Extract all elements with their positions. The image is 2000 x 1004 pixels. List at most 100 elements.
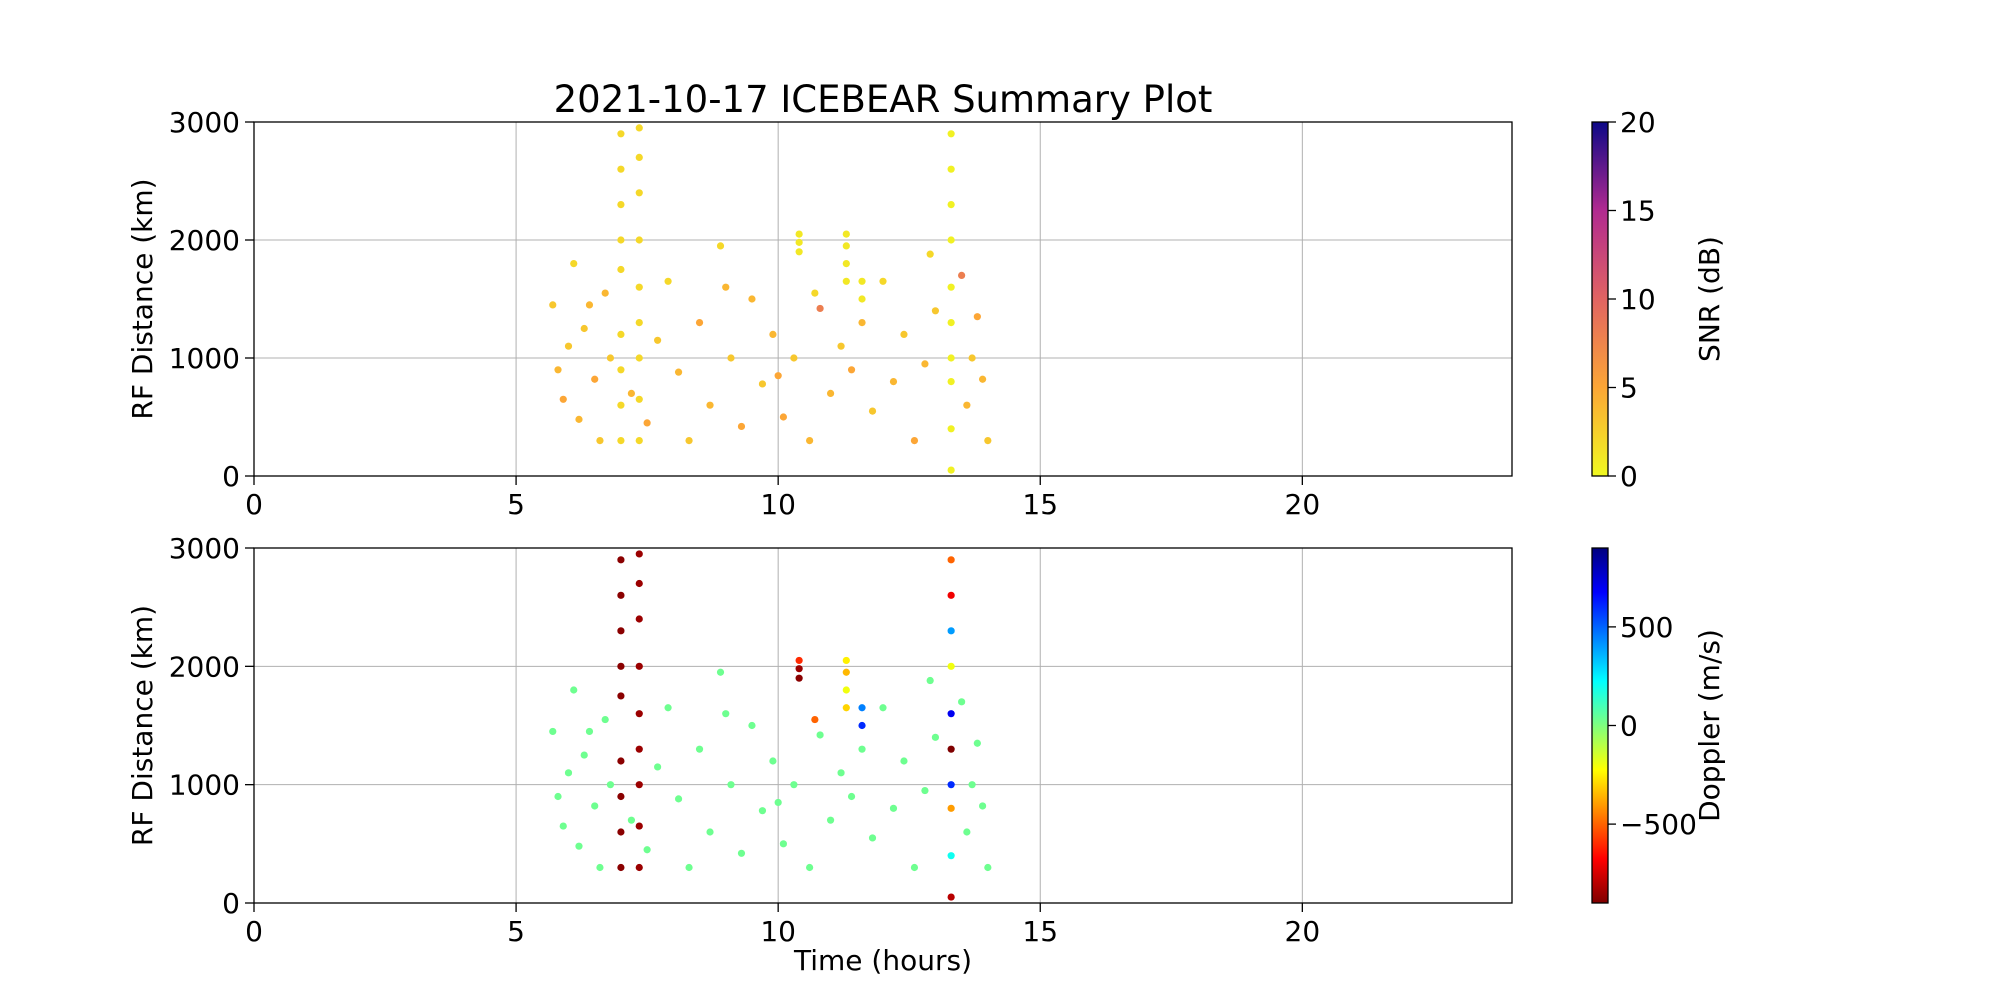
data-point: [564, 342, 573, 350]
data-point: [769, 757, 777, 765]
data-point: [635, 283, 643, 291]
colorbar-label: Doppler (m/s): [1693, 629, 1726, 822]
data-point: [816, 304, 824, 313]
data-point: [847, 792, 856, 801]
x-tick-label: 10: [760, 915, 796, 948]
data-point: [806, 437, 814, 445]
data-point: [947, 283, 955, 291]
data-point: [968, 354, 976, 362]
data-point: [635, 579, 643, 588]
data-point: [706, 828, 714, 836]
x-tick-label: 10: [760, 488, 796, 521]
data-point: [947, 425, 955, 433]
data-point: [617, 236, 625, 244]
data-point: [774, 372, 782, 380]
data-point: [737, 849, 746, 857]
data-point: [635, 354, 643, 362]
data-point: [716, 242, 725, 250]
data-point: [779, 840, 788, 848]
data-point: [758, 807, 767, 815]
data-point: [635, 189, 643, 197]
data-point: [858, 295, 866, 303]
data-point: [900, 330, 908, 338]
data-point: [947, 662, 955, 670]
data-point: [779, 413, 788, 421]
data-point: [947, 466, 955, 474]
data-point: [727, 354, 735, 362]
data-point: [795, 238, 803, 246]
data-point: [580, 324, 588, 333]
data-point: [963, 401, 971, 409]
data-point: [868, 834, 877, 842]
data-point: [635, 236, 643, 244]
data-point: [635, 781, 643, 789]
colorbar-tick-label: 15: [1620, 195, 1656, 228]
data-point: [617, 130, 625, 138]
x-tick-label: 5: [507, 915, 525, 948]
data-point: [847, 366, 856, 374]
data-point: [617, 863, 625, 872]
data-point: [889, 804, 898, 812]
data-point: [580, 751, 588, 759]
data-point: [635, 153, 643, 161]
data-point: [958, 698, 966, 706]
data-point: [973, 313, 981, 321]
chart-title: 2021-10-17 ICEBEAR Summary Plot: [554, 78, 1213, 121]
y-tick-label: 3000: [169, 532, 240, 565]
colorbar-tick-label: −500: [1620, 808, 1697, 841]
x-tick-label: 0: [245, 915, 263, 948]
data-point: [947, 378, 955, 386]
data-point: [695, 319, 704, 327]
data-point: [858, 704, 866, 712]
data-point: [559, 395, 567, 403]
data-point: [585, 301, 594, 309]
data-point: [606, 354, 615, 362]
data-point: [596, 437, 604, 445]
data-point: [643, 846, 651, 854]
data-point: [806, 863, 814, 872]
data-point: [617, 437, 625, 445]
data-point: [617, 692, 625, 700]
data-point: [973, 739, 981, 747]
data-point: [554, 792, 562, 801]
data-point: [737, 422, 746, 431]
data-point: [549, 301, 557, 309]
data-point: [591, 802, 599, 810]
data-point: [842, 668, 850, 676]
data-point: [858, 319, 866, 327]
data-point: [947, 556, 955, 564]
data-point: [635, 710, 643, 718]
data-point: [795, 665, 803, 673]
data-point: [617, 627, 625, 635]
data-point: [627, 816, 636, 824]
data-point: [617, 401, 625, 409]
x-axis-label: Time (hours): [793, 944, 972, 977]
data-point: [842, 260, 850, 268]
data-point: [664, 277, 672, 285]
data-point: [984, 437, 992, 445]
data-point: [549, 727, 557, 736]
data-point: [963, 828, 971, 836]
data-point: [617, 757, 625, 765]
data-point: [947, 591, 955, 599]
data-point: [947, 354, 955, 362]
data-point: [931, 307, 940, 315]
data-point: [947, 745, 955, 753]
data-point: [591, 375, 599, 383]
data-point: [617, 366, 625, 374]
data-point: [837, 769, 845, 777]
data-point: [947, 893, 955, 901]
data-point: [910, 863, 919, 872]
data-point: [635, 615, 643, 623]
data-point: [635, 822, 643, 830]
data-point: [811, 289, 819, 297]
data-point: [706, 401, 714, 409]
data-point: [947, 804, 955, 812]
colorbar-tick-label: 0: [1620, 710, 1638, 743]
data-point: [601, 715, 609, 724]
data-point: [748, 721, 756, 730]
plot-frame: [253, 121, 1513, 477]
data-point: [921, 786, 929, 795]
data-point: [984, 863, 992, 872]
